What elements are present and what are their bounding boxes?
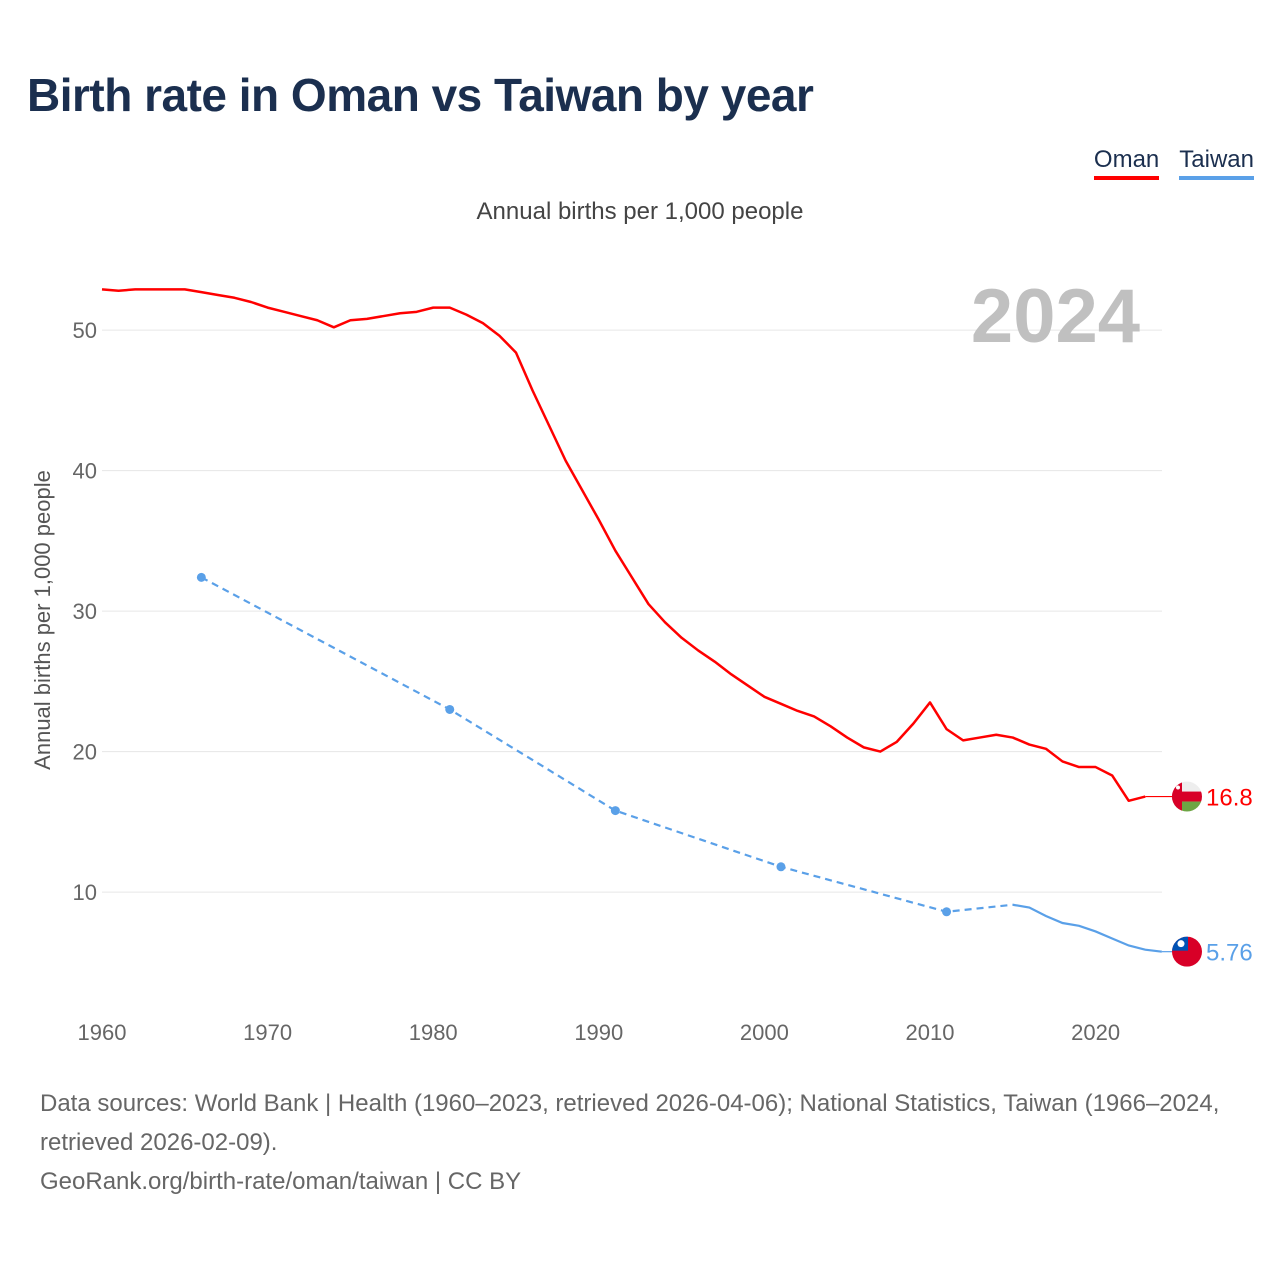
y-tick-label: 30 <box>73 599 97 624</box>
y-tick-label: 50 <box>73 318 97 343</box>
taiwan-data-point <box>196 572 206 582</box>
oman-line <box>101 288 1146 803</box>
y-tick-label: 10 <box>73 880 97 905</box>
taiwan-data-point <box>445 704 455 714</box>
chart-subtitle: Annual births per 1,000 people <box>476 198 804 225</box>
x-tick-label: 1970 <box>243 1020 292 1045</box>
attribution-link[interactable]: GeoRank.org/birth-rate/oman/taiwan | CC … <box>40 1168 522 1195</box>
legend: Oman Taiwan <box>1093 146 1254 180</box>
chart-area: 10 20 30 40 50 1960 1970 1980 1990 2000 2010 2020 An… <box>30 274 1253 1045</box>
oman-end-label: 16.8 <box>1206 785 1253 812</box>
legend-item-taiwan[interactable]: Taiwan <box>1179 146 1254 180</box>
taiwan-flag-icon <box>1172 936 1202 967</box>
data-sources: Data sources: World Bank | Health (1960–… <box>40 1090 1220 1156</box>
legend-item-oman[interactable]: Oman <box>1093 146 1160 180</box>
taiwan-end-label: 5.76 <box>1206 940 1253 967</box>
oman-flag-icon <box>1172 781 1202 812</box>
y-axis-label: Annual births per 1,000 people <box>30 470 55 770</box>
taiwan-line-dashed <box>200 576 1013 913</box>
taiwan-data-point <box>942 907 952 917</box>
year-watermark: 2024 <box>971 274 1140 359</box>
x-tick-label: 2000 <box>740 1020 789 1045</box>
taiwan-data-point <box>776 862 786 872</box>
x-tick-label: 1960 <box>78 1020 127 1045</box>
y-tick-label: 20 <box>73 740 97 765</box>
taiwan-line <box>1012 903 1162 953</box>
x-tick-label: 2020 <box>1071 1020 1120 1045</box>
footer: Data sources: World Bank | Health (1960–… <box>40 1084 1250 1201</box>
y-tick-label: 40 <box>73 459 97 484</box>
x-tick-label: 1980 <box>409 1020 458 1045</box>
x-tick-label: 1990 <box>574 1020 623 1045</box>
chart-title: Birth rate in Oman vs Taiwan by year <box>27 69 814 121</box>
x-tick-label: 2010 <box>906 1020 955 1045</box>
taiwan-data-point <box>610 806 620 816</box>
